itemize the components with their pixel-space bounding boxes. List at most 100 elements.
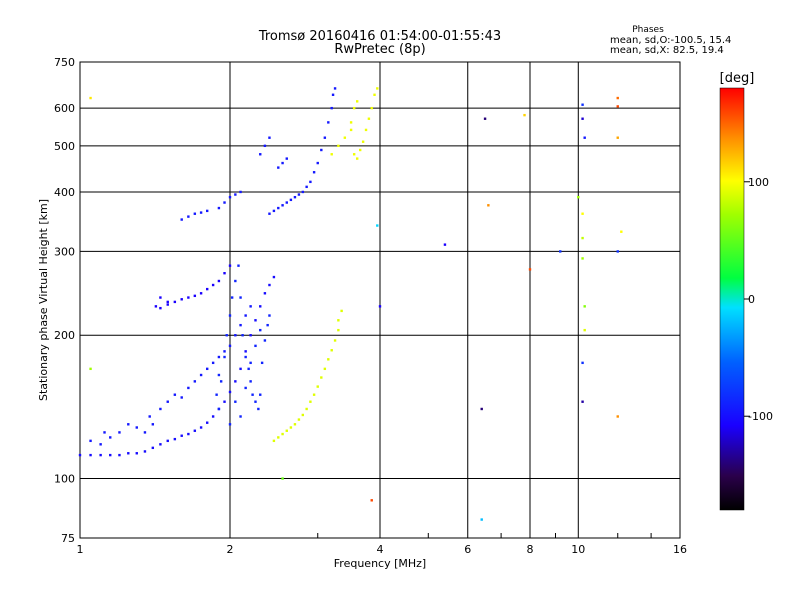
echo-point	[272, 439, 276, 443]
echo-point	[199, 426, 203, 429]
echo-point	[285, 429, 288, 432]
echo-point	[376, 224, 379, 227]
echo-point	[330, 153, 333, 156]
echo-point	[118, 431, 121, 434]
echo-point	[260, 361, 264, 365]
echo-point	[616, 105, 619, 108]
echo-point	[523, 113, 526, 117]
echo-point	[148, 415, 151, 418]
echo-point	[143, 431, 147, 434]
echo-point	[199, 211, 203, 214]
echo-point	[187, 215, 190, 218]
echo-point	[333, 87, 337, 90]
y-tick-label: 500	[54, 140, 75, 153]
echo-point	[616, 250, 619, 253]
echo-point	[268, 283, 271, 287]
y-tick-label: 600	[54, 102, 75, 115]
y-tick-label: 400	[54, 186, 75, 199]
echo-point	[244, 386, 247, 390]
echo-point	[234, 380, 237, 383]
x-axis-label: Frequency [MHz]	[334, 557, 426, 570]
echo-point	[268, 314, 271, 317]
echo-point	[333, 339, 337, 342]
echo-point	[109, 436, 112, 439]
echo-point	[352, 106, 356, 110]
echo-point	[205, 287, 209, 291]
echo-point	[355, 100, 359, 103]
echo-point	[228, 423, 232, 426]
echo-point	[263, 292, 267, 295]
echo-point	[135, 452, 138, 455]
phase-legend-x: mean, sd,X: 82.5, 19.4	[610, 45, 724, 56]
echo-point	[215, 393, 218, 396]
echo-point	[193, 429, 197, 432]
colorbar-tick-label: 0	[748, 293, 755, 306]
echo-point	[244, 355, 247, 359]
echo-point	[180, 396, 183, 399]
echo-point	[337, 319, 340, 322]
echo-point	[443, 243, 447, 246]
echo-point	[581, 257, 584, 260]
echo-point	[316, 385, 319, 388]
echo-point	[583, 136, 586, 139]
echo-point	[343, 136, 347, 139]
colorbar	[719, 87, 745, 511]
echo-point	[89, 367, 92, 371]
echo-point	[251, 393, 254, 396]
echo-point	[289, 426, 293, 429]
echo-point	[217, 373, 221, 377]
phase-legend-title: Phases	[632, 25, 664, 35]
echo-point	[480, 407, 483, 411]
echo-point	[259, 305, 262, 308]
echo-point	[249, 361, 252, 365]
echo-point	[581, 103, 584, 106]
echo-point	[272, 209, 276, 213]
echo-point	[581, 236, 584, 240]
y-tick-label: 750	[54, 56, 75, 69]
echo-point	[187, 432, 190, 436]
echo-point	[89, 96, 92, 100]
echo-point	[118, 453, 121, 457]
echo-point	[349, 121, 353, 124]
echo-point	[166, 300, 169, 304]
echo-point	[99, 443, 102, 446]
echo-point	[583, 305, 586, 308]
echo-point	[316, 161, 319, 165]
echo-point	[223, 201, 226, 204]
echo-point	[581, 361, 584, 365]
echo-point	[305, 185, 308, 189]
echo-point	[281, 204, 284, 207]
echo-point	[620, 230, 623, 233]
echo-point	[211, 415, 215, 418]
echo-point	[228, 390, 232, 394]
echo-point	[234, 400, 237, 403]
echo-point	[249, 380, 252, 383]
echo-point	[358, 148, 362, 152]
y-axis-label: Stationary phase Virtual Height [km]	[37, 199, 50, 401]
echo-point	[135, 426, 138, 429]
echo-point	[217, 206, 221, 210]
echo-point	[237, 264, 240, 267]
echo-point	[483, 117, 487, 120]
echo-point	[78, 453, 82, 457]
echo-point	[159, 407, 162, 411]
echo-point	[309, 400, 312, 403]
echo-point	[228, 344, 232, 348]
echo-point	[249, 334, 252, 337]
echo-point	[173, 437, 177, 441]
echo-point	[109, 453, 112, 457]
echo-point	[281, 477, 284, 480]
echo-point	[173, 300, 177, 304]
echo-point	[151, 446, 155, 450]
echo-point	[159, 443, 162, 446]
echo-point	[247, 367, 250, 371]
echo-point	[257, 407, 260, 411]
echo-point	[187, 386, 190, 390]
echo-point	[180, 434, 183, 437]
x-tick-label: 16	[673, 543, 687, 556]
echo-point	[330, 106, 333, 110]
echo-point	[277, 166, 280, 169]
echo-point	[228, 314, 232, 317]
echo-point	[309, 180, 312, 184]
echo-point	[266, 323, 269, 327]
